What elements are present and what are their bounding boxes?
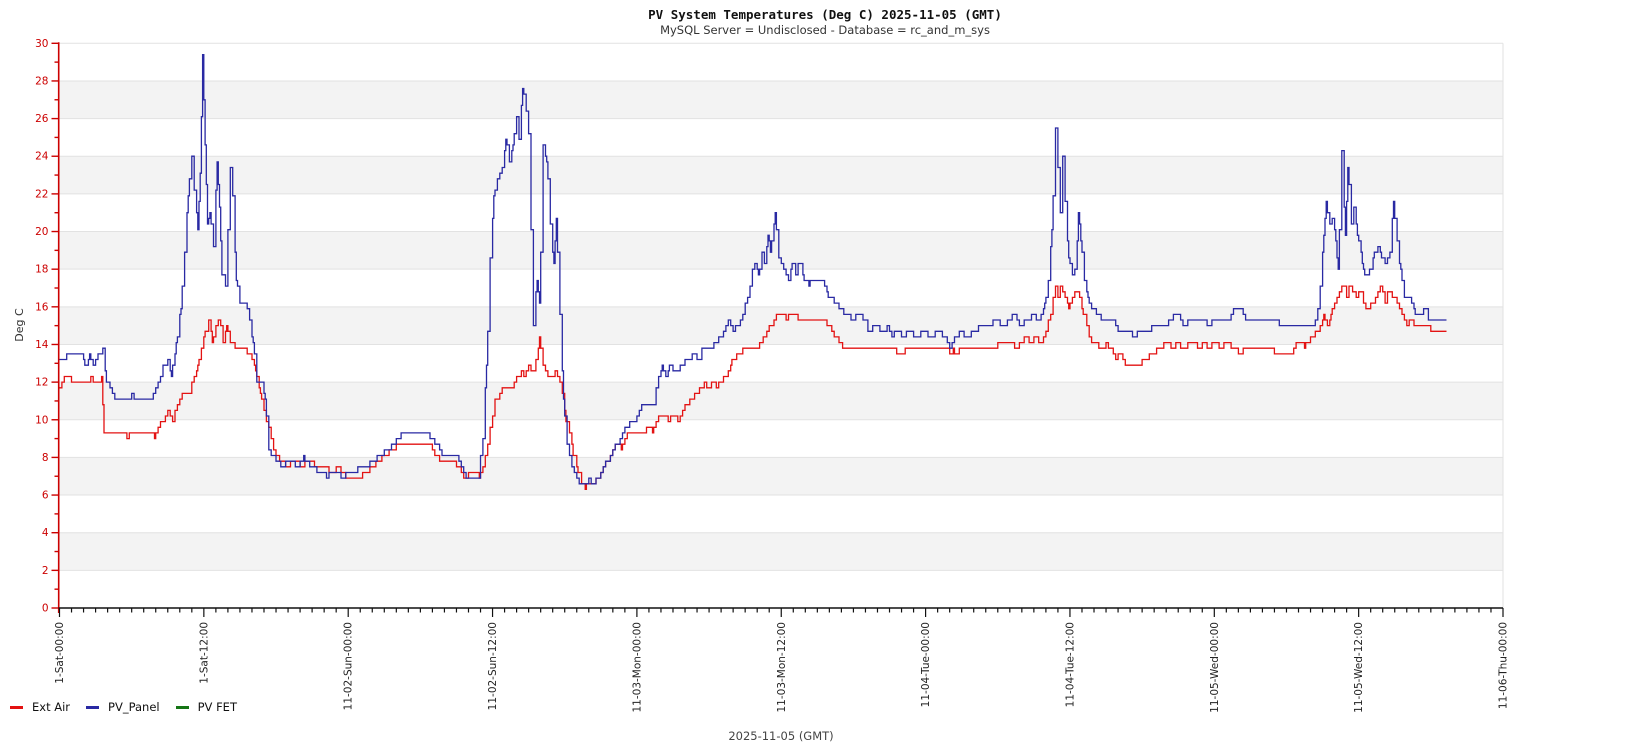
x-tick-label: 1-Sat-00:00 [54, 622, 66, 684]
legend: Ext Air PV_Panel PV FET [10, 700, 253, 714]
legend-item-pv-fet: PV FET [175, 700, 237, 714]
y-axis-title: Deg C [13, 308, 26, 342]
chart-subtitle: MySQL Server = Undisclosed - Database = … [660, 23, 990, 37]
chart-title: PV System Temperatures (Deg C) 2025-11-0… [648, 7, 1002, 22]
x-tick-label: 11-04-Tue-00:00 [920, 622, 932, 707]
series-line-ext-air [59, 285, 1447, 491]
y-tick-label: 0 [42, 603, 49, 615]
y-tick-label: 8 [42, 452, 49, 464]
grid-band [59, 532, 1503, 571]
y-tick-label: 22 [35, 188, 48, 200]
x-tick-label: 11-04-Tue-12:00 [1064, 622, 1076, 707]
y-tick-label: 12 [35, 377, 48, 389]
y-tick-label: 4 [42, 527, 49, 539]
y-tick-label: 2 [42, 565, 49, 577]
legend-item-pv-panel: PV_Panel [86, 700, 160, 714]
grid-band [59, 382, 1503, 420]
y-tick-label: 28 [35, 75, 48, 87]
x-tick-label: 11-06-Thu-00:00 [1498, 622, 1510, 709]
footer-timestamp: 2025-11-05 (GMT) [728, 729, 834, 743]
y-tick-label: 26 [35, 113, 49, 125]
x-tick-label: 11-05-Wed-00:00 [1209, 622, 1221, 713]
legend-swatch-pv-fet [175, 705, 189, 709]
x-tick-label: 11-03-Mon-00:00 [631, 622, 643, 713]
grid-band [59, 156, 1503, 194]
y-tick-label: 14 [35, 339, 49, 351]
series-line-pv-panel [59, 53, 1447, 485]
grid-band [59, 80, 1503, 119]
y-tick-label: 24 [35, 151, 49, 163]
y-tick-label: 30 [35, 38, 48, 50]
legend-item-ext-air: Ext Air [10, 700, 70, 714]
y-tick-label: 10 [35, 414, 48, 426]
x-tick-label: 11-05-Wed-12:00 [1353, 622, 1365, 713]
legend-swatch-pv-panel [86, 705, 100, 709]
y-tick-label: 18 [35, 264, 48, 276]
x-tick-label: 11-02-Sun-12:00 [487, 622, 499, 710]
x-tick-label: 11-02-Sun-00:00 [343, 622, 355, 710]
legend-label-ext-air: Ext Air [32, 700, 71, 714]
legend-label-pv-fet: PV FET [197, 700, 237, 714]
y-tick-label: 20 [35, 226, 48, 238]
x-tick-label: 1-Sat-12:00 [198, 622, 210, 684]
legend-label-pv-panel: PV_Panel [108, 700, 160, 714]
y-tick-label: 16 [35, 301, 49, 313]
grid-band [59, 457, 1503, 496]
legend-swatch-ext-air [10, 705, 23, 709]
x-tick-label: 11-03-Mon-12:00 [776, 622, 788, 713]
y-tick-label: 6 [42, 490, 49, 502]
grid-band [59, 306, 1503, 345]
